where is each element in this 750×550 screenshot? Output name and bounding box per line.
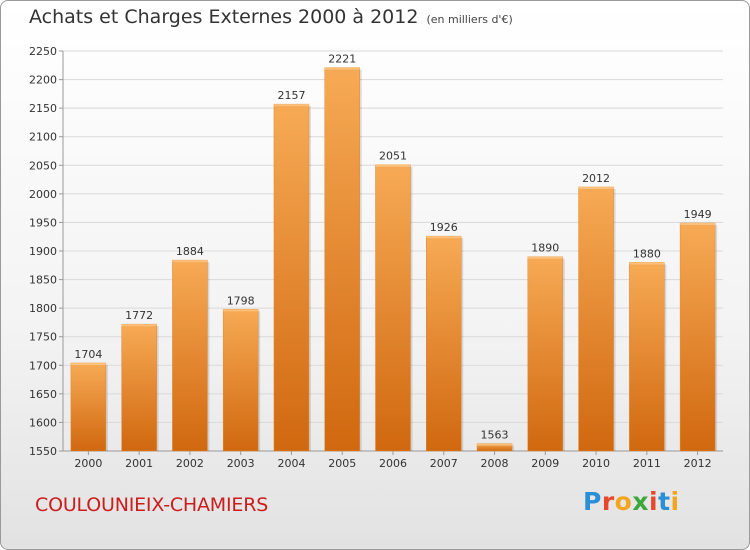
y-tick-label: 1600 (29, 416, 57, 429)
bar-highlight (273, 104, 309, 107)
bar-value-label: 1704 (74, 348, 102, 361)
bar-value-label: 1772 (125, 309, 153, 322)
bar-value-label: 2012 (582, 172, 610, 185)
x-tick-label: 2010 (582, 457, 610, 470)
logo-letter: r (601, 487, 615, 516)
chart-title: Achats et Charges Externes 2000 à 2012 (e… (29, 6, 513, 28)
y-tick-label: 2000 (29, 188, 57, 201)
commune-name: COULOUNIEIX-CHAMIERS (35, 494, 269, 516)
bar-highlight (172, 260, 208, 263)
bar (527, 256, 564, 452)
x-tick-label: 2001 (125, 457, 153, 470)
x-tick-label: 2003 (227, 457, 255, 470)
bar-value-label: 1926 (430, 221, 458, 234)
y-tick-label: 2200 (29, 74, 57, 87)
chart-unit: (en milliers d'€) (426, 13, 513, 26)
bar-highlight (375, 164, 411, 167)
proxiti-logo[interactable]: Proxiti (583, 487, 680, 516)
bar-value-label: 1884 (176, 245, 204, 258)
bar-highlight (70, 363, 106, 365)
y-tick-label: 1700 (29, 359, 57, 372)
logo-letter: o (614, 487, 633, 516)
bar-highlight (629, 262, 665, 265)
bar (273, 103, 310, 452)
y-tick-label: 1800 (29, 302, 57, 315)
bar (629, 262, 665, 452)
bar (324, 67, 360, 452)
y-tick-label: 1900 (29, 245, 57, 258)
bar-value-label: 1563 (481, 429, 509, 442)
bar-highlight (223, 309, 259, 312)
bar (426, 235, 462, 452)
chart-title-text: Achats et Charges Externes 2000 à 2012 (29, 6, 419, 28)
y-tick-label: 1550 (29, 445, 57, 458)
x-tick-label: 2012 (684, 457, 712, 470)
bar (172, 259, 208, 452)
logo-letter: t (658, 487, 671, 516)
bar (578, 186, 614, 452)
bar-highlight (680, 223, 716, 225)
logo-letter: i (649, 487, 659, 516)
bar-value-label: 1890 (531, 242, 559, 255)
x-tick-label: 2008 (481, 457, 509, 470)
bar (222, 309, 259, 452)
bar-value-label: 1949 (684, 208, 712, 221)
bar-value-label: 2157 (277, 89, 305, 102)
y-tick-label: 1950 (29, 216, 57, 229)
logo-letter: P (583, 487, 602, 516)
y-tick-label: 2250 (29, 45, 57, 58)
y-tick-label: 2150 (29, 102, 57, 115)
x-tick-label: 2006 (379, 457, 407, 470)
bar-value-label: 2221 (328, 53, 356, 66)
bar-highlight (477, 443, 513, 446)
bar-value-label: 1880 (633, 247, 661, 260)
bar-highlight (121, 324, 157, 327)
x-tick-label: 2009 (531, 457, 559, 470)
y-tick-label: 1650 (29, 388, 57, 401)
logo-letter: x (632, 487, 649, 516)
y-tick-label: 2100 (29, 131, 57, 144)
y-tick-label: 2050 (29, 159, 57, 172)
bar (121, 323, 157, 452)
x-tick-label: 2000 (74, 457, 102, 470)
x-tick-label: 2011 (633, 457, 661, 470)
bar-highlight (324, 67, 360, 70)
x-tick-label: 2007 (430, 457, 458, 470)
x-tick-label: 2005 (328, 457, 356, 470)
y-tick-label: 1750 (29, 331, 57, 344)
y-tick-label: 1850 (29, 274, 57, 287)
logo-letter: i (670, 487, 680, 516)
x-tick-label: 2002 (176, 457, 204, 470)
bar (679, 222, 716, 452)
x-tick-label: 2004 (277, 457, 305, 470)
bar (70, 362, 107, 452)
bar-highlight (426, 236, 462, 239)
bar-highlight (578, 187, 614, 189)
bar (375, 164, 411, 452)
bar-value-label: 2051 (379, 150, 407, 163)
bar-highlight (527, 256, 563, 259)
bar-value-label: 1798 (227, 294, 255, 307)
